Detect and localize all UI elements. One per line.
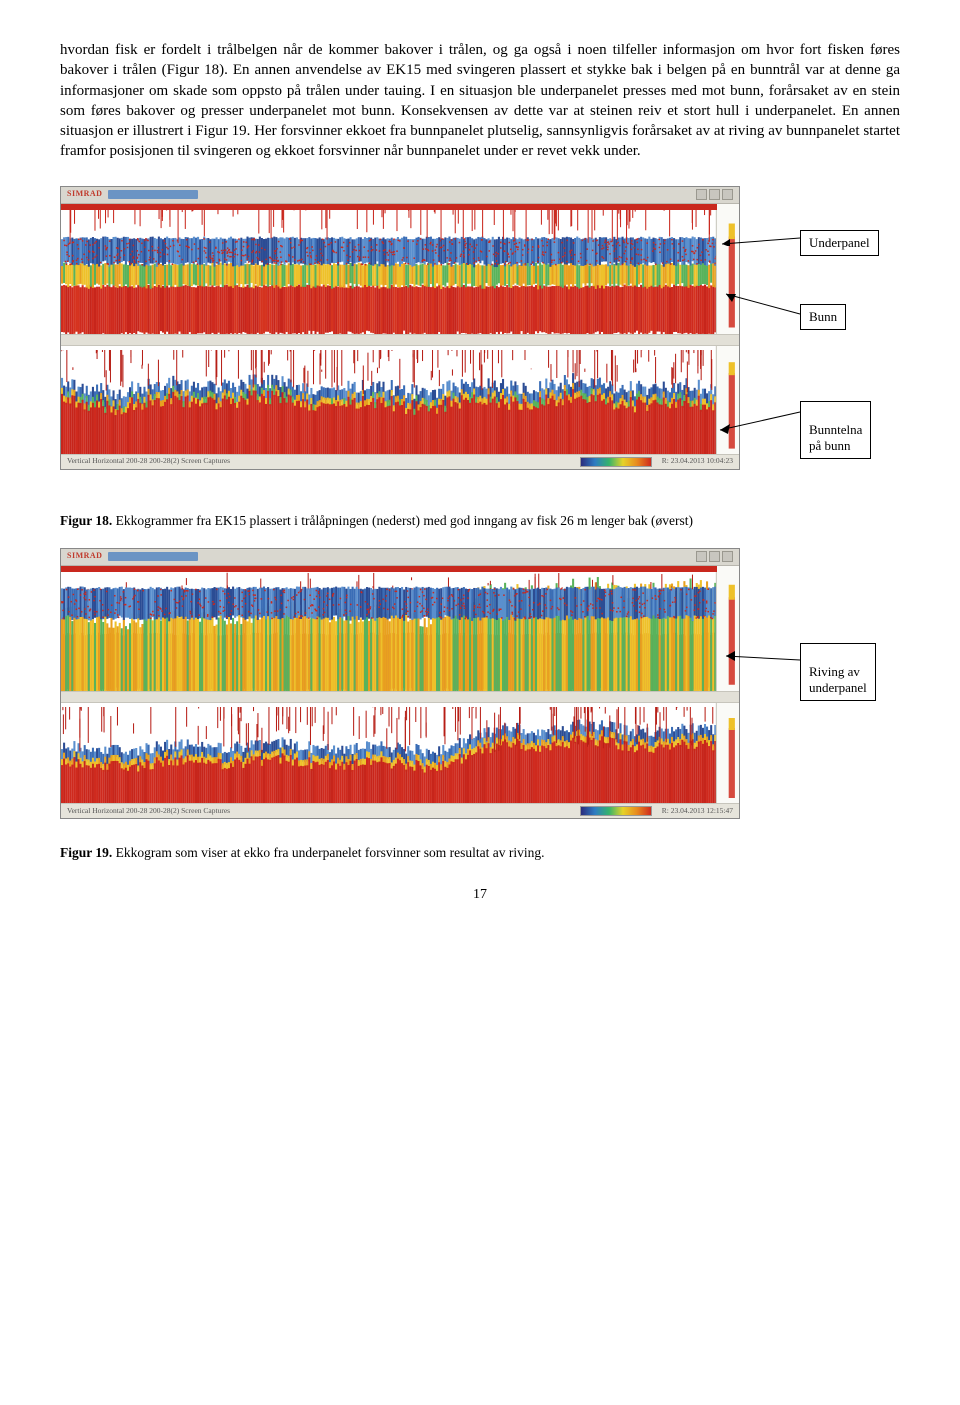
window-button[interactable] <box>722 189 733 200</box>
annotation-label: Riving av underpanel <box>809 664 867 695</box>
titlebar-band <box>108 552 198 561</box>
window-button[interactable] <box>709 189 720 200</box>
caption-bold: Figur 18. <box>60 513 112 528</box>
page-number: 17 <box>60 886 900 905</box>
annotation-bunn: Bunn <box>800 304 846 330</box>
statusbar-right: R: 23.04.2013 10:04:23 <box>662 456 733 466</box>
window-button[interactable] <box>696 189 707 200</box>
annotation-label: Bunntelna på bunn <box>809 422 862 453</box>
annotation-bunntelna: Bunntelna på bunn <box>800 401 871 460</box>
figure-18-caption: Figur 18. Ekkogrammer fra EK15 plassert … <box>60 512 900 530</box>
window-button[interactable] <box>696 551 707 562</box>
statusbar-right: R: 23.04.2013 12:15:47 <box>662 806 733 816</box>
echogram-panel <box>61 204 739 334</box>
saturation-strip <box>61 566 717 572</box>
annotation-label: Bunn <box>809 309 837 324</box>
echogram-fig19: SIMRAD Vertical Horizontal 200-28 200-28(… <box>60 548 740 819</box>
window-button[interactable] <box>709 551 720 562</box>
color-scale <box>580 806 652 816</box>
figure-18: SIMRAD Vertical Horizontal 200-28 200-28(… <box>60 186 900 506</box>
annotation-riving: Riving av underpanel <box>800 643 876 702</box>
statusbar-left: Vertical Horizontal 200-28 200-28(2) Scr… <box>67 456 230 466</box>
body-paragraph: hvordan fisk er fordelt i trålbelgen når… <box>60 40 900 162</box>
caption-text: Ekkogrammer fra EK15 plassert i trålåpni… <box>112 513 693 528</box>
brand-text: SIMRAD <box>67 189 102 200</box>
echogram-panel <box>61 346 739 454</box>
echogram-titlebar: SIMRAD <box>61 187 739 204</box>
color-scale <box>580 457 652 467</box>
echogram-panel <box>61 703 739 803</box>
caption-text: Ekkogram som viser at ekko fra underpane… <box>112 845 544 860</box>
panel-separator <box>61 691 739 703</box>
echogram-fig18: SIMRAD Vertical Horizontal 200-28 200-28(… <box>60 186 740 470</box>
saturation-strip <box>61 204 717 210</box>
figure-19: SIMRAD Vertical Horizontal 200-28 200-28(… <box>60 548 900 838</box>
echogram-statusbar: Vertical Horizontal 200-28 200-28(2) Scr… <box>61 803 739 818</box>
caption-bold: Figur 19. <box>60 845 112 860</box>
echogram-titlebar: SIMRAD <box>61 549 739 566</box>
brand-text: SIMRAD <box>67 551 102 562</box>
annotation-label: Underpanel <box>809 235 870 250</box>
panel-separator <box>61 334 739 346</box>
window-button[interactable] <box>722 551 733 562</box>
annotation-underpanel: Underpanel <box>800 230 879 256</box>
titlebar-band <box>108 190 198 199</box>
figure-19-caption: Figur 19. Ekkogram som viser at ekko fra… <box>60 844 900 862</box>
statusbar-left: Vertical Horizontal 200-28 200-28(2) Scr… <box>67 806 230 816</box>
echogram-panel <box>61 566 739 691</box>
echogram-statusbar: Vertical Horizontal 200-28 200-28(2) Scr… <box>61 454 739 469</box>
